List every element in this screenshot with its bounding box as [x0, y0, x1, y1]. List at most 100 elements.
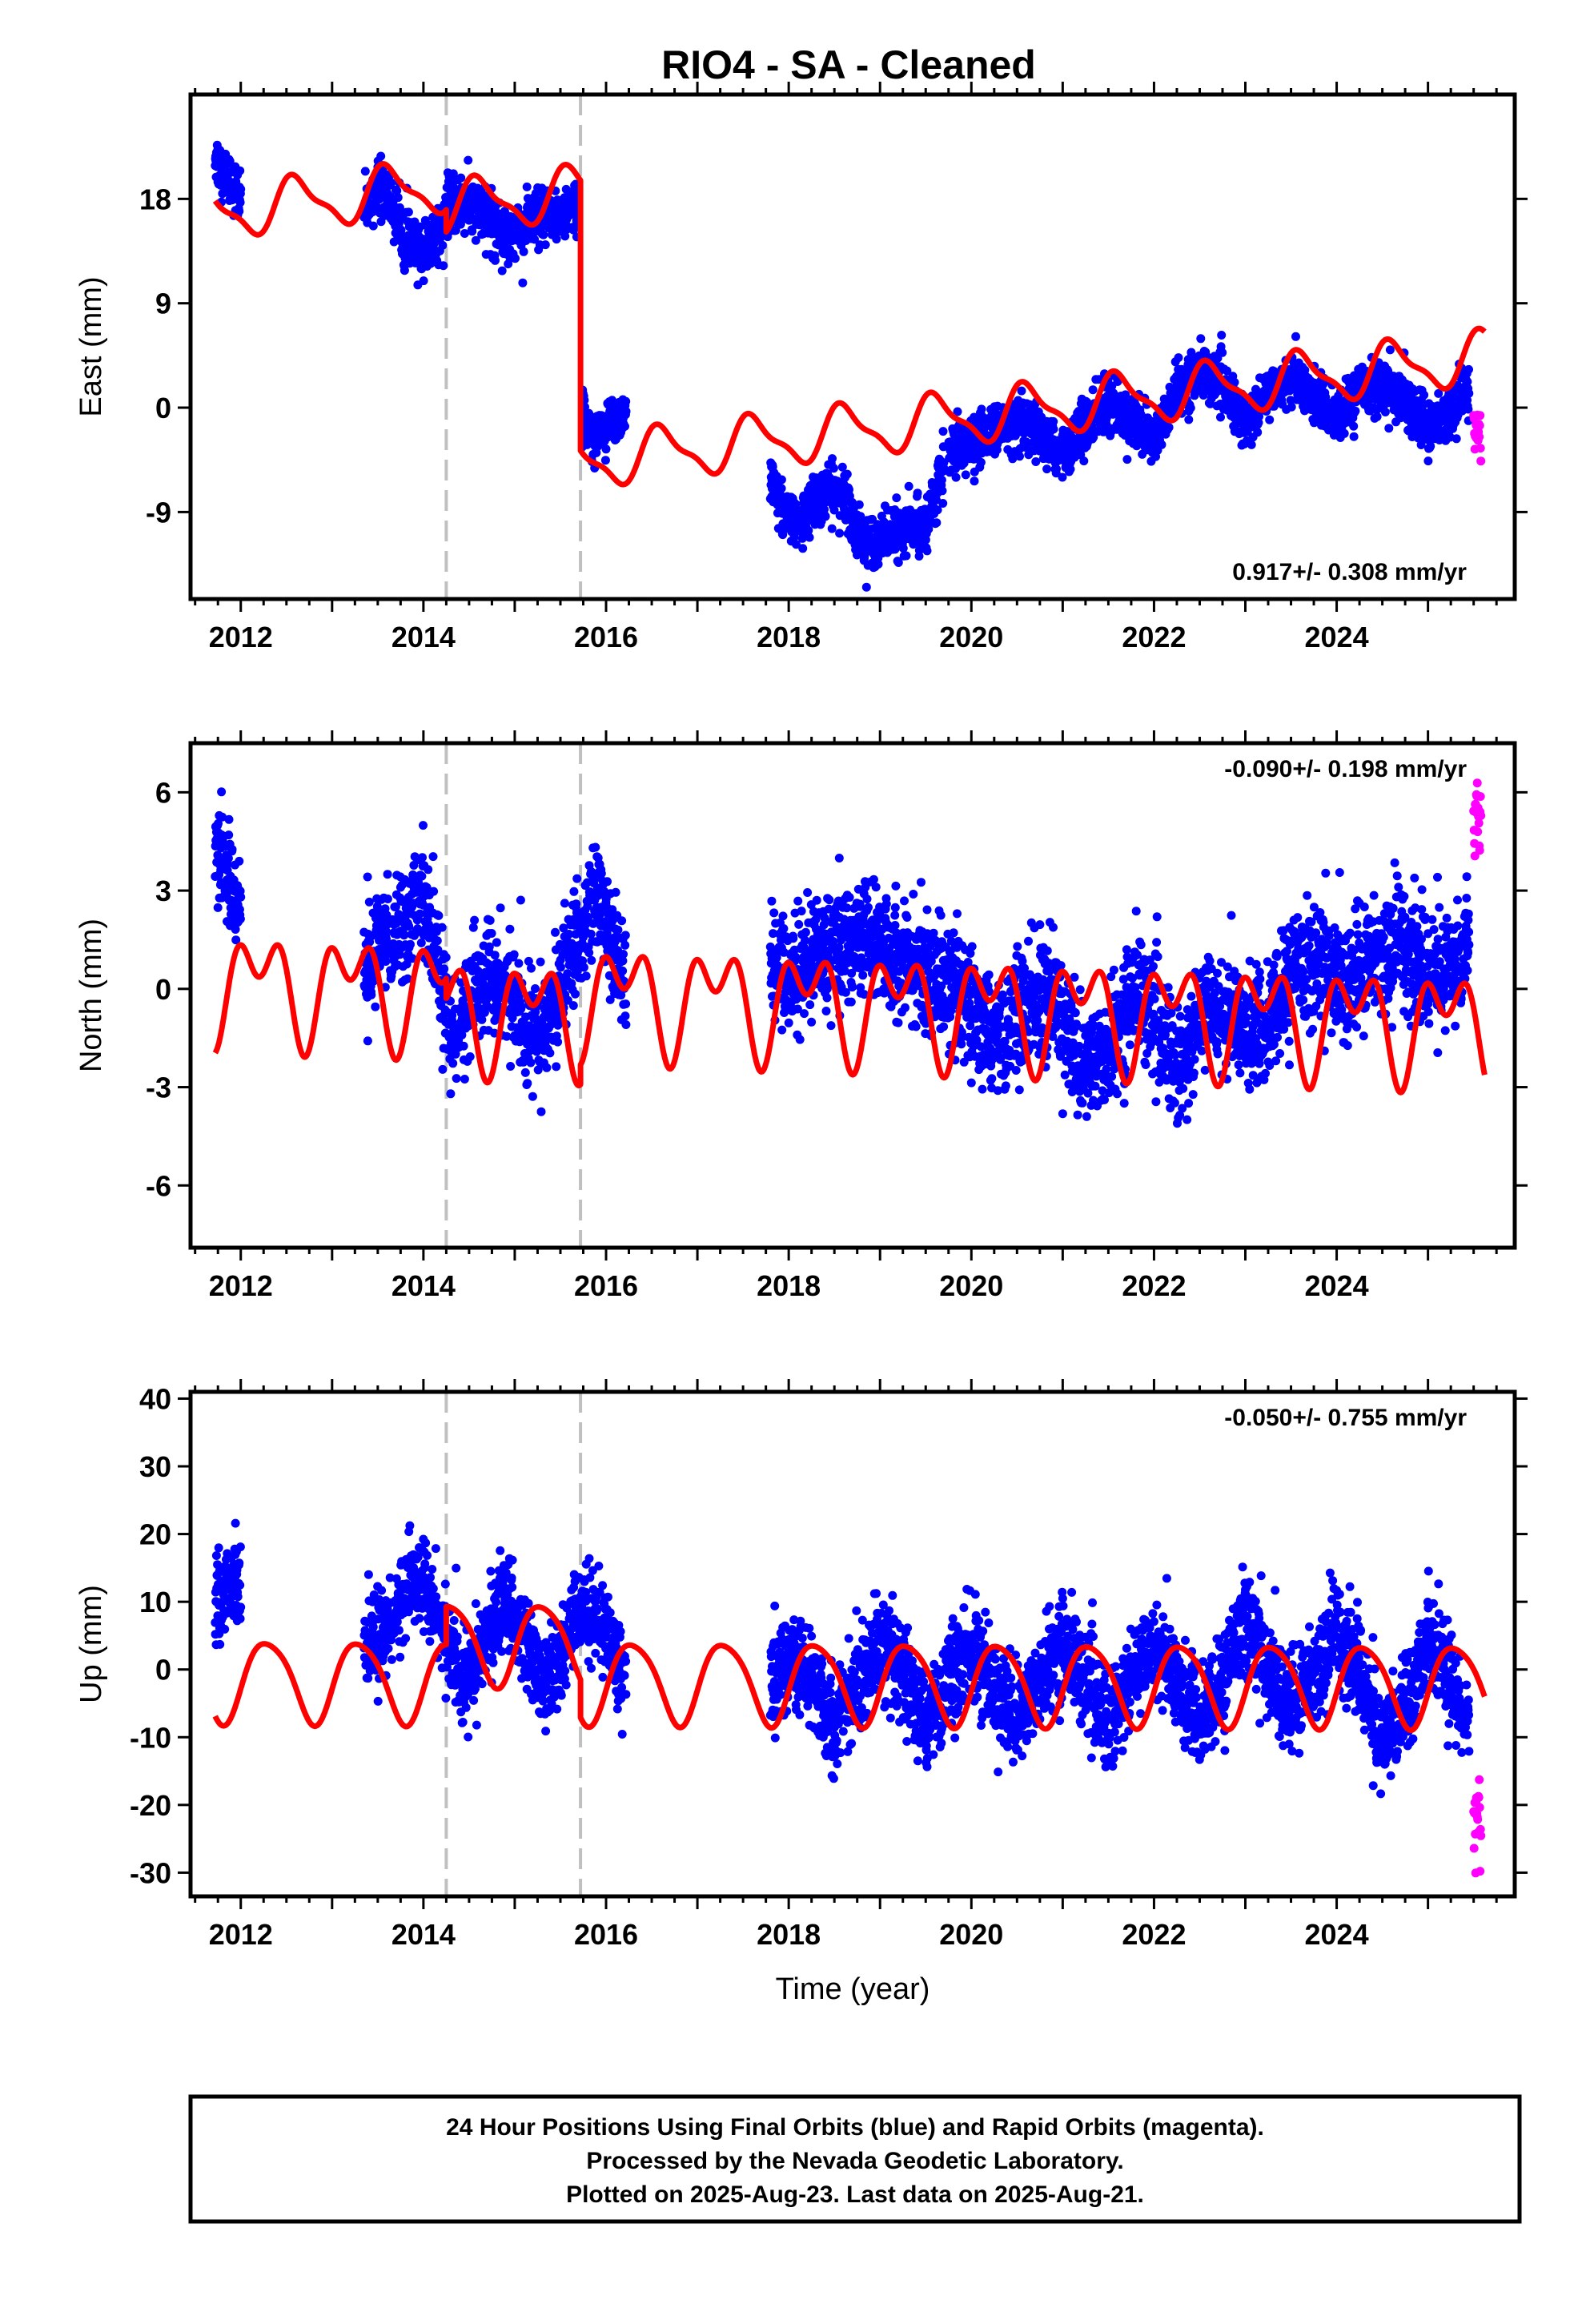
final-point — [487, 929, 496, 938]
final-point — [227, 845, 237, 854]
final-point — [596, 869, 606, 879]
final-point — [620, 1011, 630, 1021]
final-point — [571, 989, 580, 999]
final-point — [620, 421, 629, 431]
final-point — [898, 544, 908, 553]
final-point — [552, 1062, 561, 1072]
final-point — [572, 874, 582, 883]
final-point — [789, 934, 798, 943]
final-point — [516, 1002, 526, 1011]
final-point — [464, 155, 473, 165]
final-point — [1058, 472, 1067, 482]
final-point — [1042, 464, 1052, 474]
final-point — [536, 957, 545, 967]
final-point — [393, 193, 403, 203]
final-point — [460, 229, 469, 238]
final-point — [485, 915, 495, 925]
final-point — [1287, 402, 1296, 412]
rapid-point — [1476, 444, 1485, 453]
final-point — [523, 1079, 532, 1088]
final-point — [217, 787, 227, 797]
final-point — [803, 888, 813, 897]
final-point — [551, 927, 560, 937]
final-point — [937, 475, 946, 485]
final-point — [861, 582, 871, 592]
final-point — [798, 544, 808, 553]
final-point — [619, 950, 628, 959]
final-point — [364, 897, 374, 907]
rapid-point — [1475, 420, 1484, 430]
final-point — [456, 173, 466, 183]
final-point — [611, 887, 620, 897]
final-point — [418, 853, 427, 862]
final-point — [621, 1020, 631, 1029]
final-point — [791, 952, 801, 962]
final-point — [213, 903, 223, 912]
final-point — [777, 484, 786, 493]
final-point — [428, 852, 438, 862]
final-point — [835, 529, 845, 538]
final-point — [1049, 416, 1058, 426]
final-point — [784, 1018, 793, 1027]
final-point — [424, 865, 433, 875]
final-point — [434, 911, 444, 920]
x-tick-label: 2014 — [391, 621, 456, 653]
final-point — [800, 1009, 809, 1019]
final-point — [404, 207, 413, 217]
final-point — [812, 895, 821, 905]
final-point — [528, 1092, 537, 1101]
final-point — [805, 533, 814, 542]
final-point — [471, 235, 480, 245]
final-point — [1122, 455, 1132, 464]
final-point — [792, 540, 801, 549]
final-point — [367, 990, 376, 999]
final-point — [235, 166, 245, 175]
east-ylabel: East (mm) — [74, 276, 108, 416]
final-point — [893, 558, 903, 567]
final-point — [556, 963, 565, 972]
final-point — [438, 240, 448, 250]
final-point — [545, 1048, 555, 1058]
final-point — [368, 221, 378, 231]
final-point — [842, 469, 852, 479]
x-tick-label: 2022 — [1122, 621, 1186, 653]
final-point — [603, 877, 612, 887]
final-point — [491, 255, 500, 265]
final-point — [1196, 334, 1206, 344]
final-point — [777, 475, 786, 485]
final-point — [932, 518, 942, 528]
final-point — [438, 1064, 448, 1074]
final-point — [395, 203, 404, 212]
final-point — [587, 955, 596, 965]
final-point — [235, 198, 245, 207]
final-point — [568, 1001, 578, 1011]
final-point — [1164, 423, 1174, 432]
final-point — [406, 939, 415, 949]
final-point — [569, 887, 579, 896]
final-point — [1423, 456, 1433, 466]
final-point — [1452, 434, 1461, 444]
final-point — [1253, 428, 1263, 437]
final-point — [1384, 424, 1394, 433]
final-point — [519, 247, 528, 256]
rapid-point — [1476, 456, 1486, 466]
final-point — [376, 151, 386, 161]
final-point — [579, 963, 588, 972]
final-point — [600, 456, 610, 465]
final-point — [1079, 456, 1089, 466]
final-point — [1419, 390, 1429, 400]
final-point — [601, 444, 611, 454]
final-point — [1339, 428, 1349, 438]
final-point — [363, 1036, 372, 1046]
final-point — [951, 472, 961, 482]
final-point — [465, 1052, 475, 1061]
final-point — [801, 927, 810, 937]
final-point — [526, 1058, 536, 1068]
final-point — [459, 1041, 468, 1051]
final-point — [924, 525, 934, 534]
final-point — [522, 182, 532, 191]
final-point — [618, 966, 628, 975]
final-point — [520, 1068, 530, 1077]
final-point — [1247, 440, 1256, 449]
final-point — [1049, 424, 1058, 434]
